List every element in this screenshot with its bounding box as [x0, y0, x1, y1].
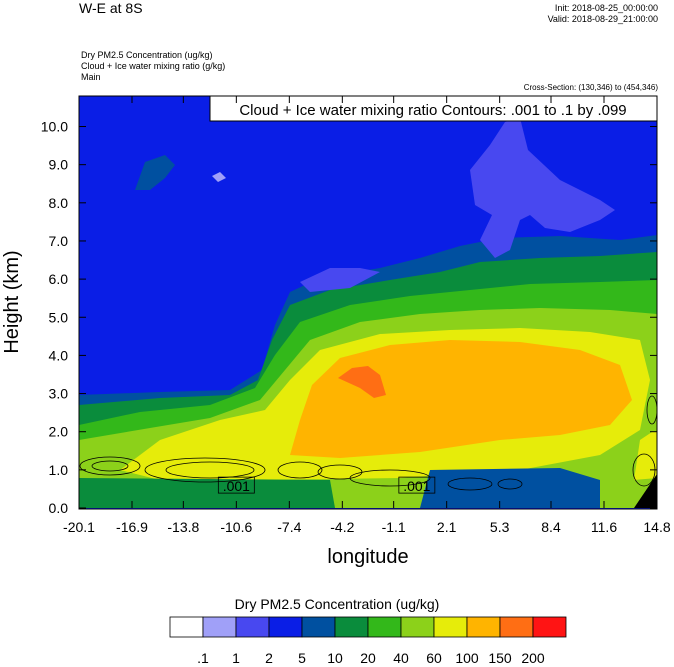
colorbar-swatch — [400, 616, 435, 638]
colorbar-swatch — [202, 616, 237, 638]
field-band-20 — [79, 478, 335, 508]
colorbar-label: .1 — [197, 650, 209, 666]
field-band-2 — [470, 118, 615, 258]
colorbar-label: 40 — [393, 650, 409, 666]
y-tick-label: 1.0 — [49, 462, 69, 478]
x-tick-label: -13.8 — [167, 519, 199, 535]
contour-value-label: .001 — [223, 478, 250, 494]
contour-value-label: .001 — [403, 478, 430, 494]
x-tick-label: 8.4 — [541, 519, 561, 535]
colorbar-swatch — [334, 616, 369, 638]
field-band-100 — [634, 432, 657, 480]
y-tick-label: 2.0 — [49, 424, 69, 440]
valid-time: Valid: 2018-08-29_21:00:00 — [547, 14, 658, 24]
y-tick-label: 6.0 — [49, 271, 69, 287]
colorbar-swatch — [499, 616, 534, 638]
x-tick-label: -16.9 — [116, 519, 148, 535]
colorbar-label: 100 — [455, 650, 479, 666]
field-band-200 — [338, 366, 386, 398]
contour-info-box: Cloud + Ice water mixing ratio Contours:… — [209, 95, 658, 122]
colorbar-swatch — [367, 616, 402, 638]
colorbar-label: 150 — [488, 650, 512, 666]
contour-info-frame — [209, 95, 658, 122]
colorbar-swatch — [532, 616, 567, 638]
contour-info-label: Cloud + Ice water mixing ratio Contours:… — [239, 102, 626, 119]
x-tick-label: 11.6 — [591, 519, 617, 535]
y-tick-label: 7.0 — [49, 233, 69, 249]
cross-section-label: Cross-Section: (130,346) to (454,346) — [523, 83, 658, 92]
x-tick-label: -7.4 — [277, 519, 301, 535]
cloud-contour — [646, 395, 657, 425]
cloud-contours — [79, 395, 657, 491]
field-band-2 — [300, 268, 380, 292]
y-axis-label: Height (km) — [1, 250, 23, 353]
y-tick-label: 5.0 — [49, 309, 69, 325]
x-axis: -20.1 -16.9 -13.8 -10.6 -7.4 -4.2 -1.1 2.1 5.3 8.… — [63, 96, 671, 535]
y-tick-label: 9.0 — [49, 157, 69, 173]
colorbar: .1 1 2 5 10 20 40 60 100 150 200 — [169, 616, 567, 666]
cloud-contour — [144, 457, 266, 483]
x-tick-label: -4.2 — [330, 519, 354, 535]
x-tick-label: 5.3 — [490, 519, 510, 535]
field-band-10 — [135, 155, 175, 190]
x-tick-label: 14.8 — [643, 519, 670, 535]
cloud-contour — [91, 460, 129, 472]
colorbar-label: 5 — [298, 650, 306, 666]
variable-label-main: Main — [81, 72, 101, 82]
colorbar-label: 200 — [521, 650, 545, 666]
init-time: Init: 2018-08-25_00:00:00 — [554, 3, 658, 13]
contour-value-box — [217, 476, 255, 494]
field-band-150 — [290, 340, 632, 458]
x-tick-label: 2.1 — [437, 519, 457, 535]
colorbar-swatch — [169, 616, 204, 638]
x-axis-label: longitude — [327, 546, 408, 568]
colorbar-label: 1 — [232, 650, 240, 666]
cloud-contour — [497, 478, 523, 490]
colorbar-label: 10 — [327, 650, 343, 666]
cloud-contour — [165, 461, 255, 479]
contour-value-box — [398, 476, 436, 494]
colorbar-swatch — [268, 616, 303, 638]
colorbar-label: 20 — [360, 650, 376, 666]
concentration-field — [79, 96, 657, 509]
field-band-1 — [212, 172, 226, 182]
colorbar-swatch — [235, 616, 270, 638]
colorbar-label: 60 — [426, 650, 442, 666]
y-tick-label: 10.0 — [41, 119, 68, 135]
contour-value-labels: .001 .001 — [217, 476, 436, 494]
cloud-contour — [277, 461, 323, 479]
y-tick-label: 8.0 — [49, 195, 69, 211]
cloud-contour — [349, 469, 431, 487]
variable-label-cloud: Cloud + Ice water mixing ratio (g/kg) — [81, 61, 226, 71]
colorbar-swatch — [466, 616, 501, 638]
colorbar-label: 2 — [265, 650, 273, 666]
cloud-contour — [79, 456, 141, 476]
colorbar-swatch — [433, 616, 468, 638]
plot-title: W-E at 8S — [79, 0, 143, 16]
y-tick-label: 0.0 — [49, 500, 69, 516]
x-tick-label: -1.1 — [382, 519, 406, 535]
x-tick-label: -10.6 — [220, 519, 252, 535]
colorbar-swatch — [301, 616, 336, 638]
y-axis: 0.0 1.0 2.0 3.0 4.0 5.0 6.0 7.0 8.0 9.0 10.0 — [41, 119, 657, 516]
colorbar-title: Dry PM2.5 Concentration (ug/kg) — [234, 596, 440, 612]
variable-label-pm25: Dry PM2.5 Concentration (ug/kg) — [81, 50, 213, 60]
x-tick-label: -20.1 — [63, 519, 95, 535]
cloud-contour — [447, 477, 493, 491]
y-tick-label: 3.0 — [49, 386, 69, 402]
y-tick-label: 4.0 — [49, 347, 69, 363]
